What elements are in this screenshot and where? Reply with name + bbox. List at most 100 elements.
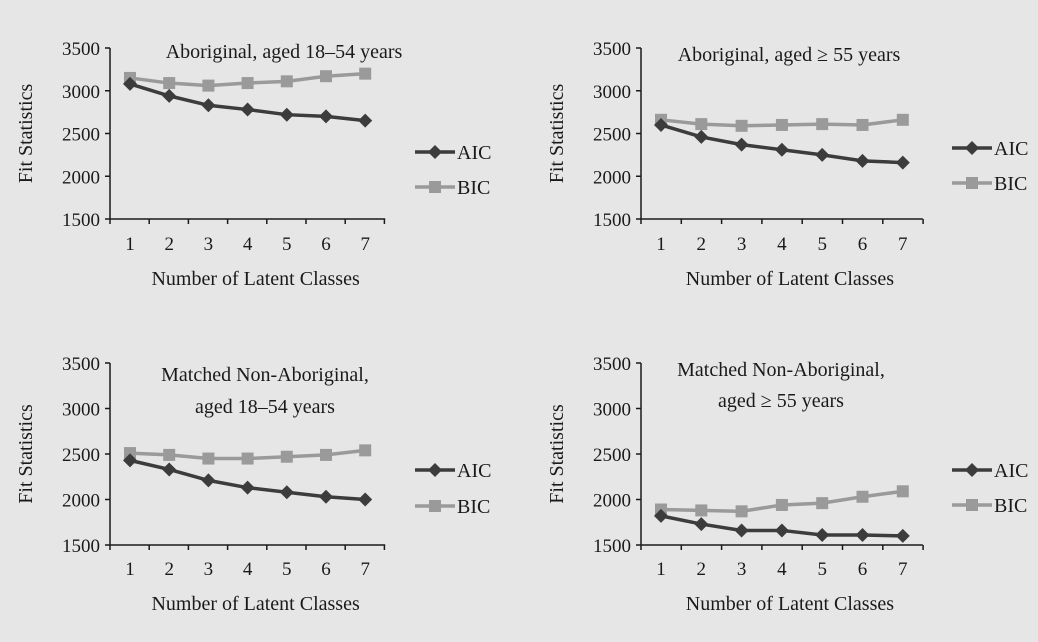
legend-label: AIC — [994, 460, 1028, 482]
data-point-bic — [735, 505, 748, 518]
x-axis-title: Number of Latent Classes — [151, 268, 359, 290]
chart-title-line: aged ≥ 55 years — [718, 390, 844, 412]
data-point-bic — [241, 77, 254, 90]
data-point-bic — [320, 448, 332, 461]
y-tick-label: 1500 — [593, 536, 631, 557]
x-tick-label: 5 — [817, 559, 827, 580]
data-point-bic — [775, 118, 788, 131]
y-tick-label: 2000 — [593, 167, 631, 188]
data-point-aic — [201, 473, 216, 488]
data-point-aic — [162, 88, 177, 103]
series-aic — [654, 508, 910, 543]
data-point-aic — [123, 453, 137, 468]
data-point-bic — [359, 444, 372, 457]
legend: AIC BIC — [415, 460, 491, 518]
data-point-bic — [280, 450, 293, 463]
x-tick-label: 3 — [204, 234, 214, 255]
legend-marker — [429, 181, 441, 193]
data-point-aic — [654, 117, 668, 132]
x-tick-label: 7 — [360, 559, 370, 580]
y-axis-title: Fit Statistics — [546, 404, 568, 504]
data-point-bic — [816, 118, 829, 131]
y-tick-label: 2500 — [593, 125, 631, 146]
legend-item-bic: BIC — [415, 177, 490, 199]
data-point-bic — [856, 490, 869, 503]
x-tick-label: 1 — [125, 234, 135, 255]
x-tick-label: 2 — [164, 559, 174, 580]
data-point-aic — [895, 528, 910, 543]
series-aic — [123, 76, 373, 128]
y-tick-label: 2000 — [593, 491, 631, 512]
x-tick-label: 2 — [697, 234, 707, 255]
x-tick-label: 6 — [321, 234, 331, 255]
legend-label: AIC — [457, 142, 491, 164]
data-point-bic — [695, 118, 708, 131]
y-tick-label: 1500 — [62, 210, 100, 231]
x-tick-label: 7 — [898, 234, 908, 255]
x-tick-label: 5 — [817, 234, 827, 255]
x-tick-label: 1 — [656, 234, 666, 255]
legend-label: AIC — [457, 460, 491, 482]
y-axis-title: Fit Statistics — [15, 404, 37, 504]
y-tick-label: 3000 — [62, 400, 100, 421]
y-tick-label: 3500 — [593, 39, 631, 60]
y-tick-label: 3000 — [593, 400, 631, 421]
x-tick-label: 4 — [777, 234, 787, 255]
data-point-aic — [279, 107, 294, 122]
data-point-bic — [816, 497, 829, 510]
legend-item-aic: AIC — [415, 142, 491, 164]
data-point-aic — [654, 508, 668, 523]
data-point-aic — [774, 523, 789, 538]
x-axis-title: Number of Latent Classes — [151, 593, 359, 615]
y-tick-label: 2500 — [62, 125, 100, 146]
data-point-bic — [163, 77, 176, 90]
data-point-bic — [896, 113, 909, 126]
y-axis-title: Fit Statistics — [15, 84, 37, 184]
x-tick-label: 7 — [898, 559, 908, 580]
x-tick-label: 1 — [656, 559, 666, 580]
series-bic — [124, 67, 372, 92]
data-point-aic — [240, 102, 255, 117]
data-point-bic — [320, 70, 332, 83]
series-bic — [124, 444, 372, 465]
chart-title-line: Aboriginal, aged 18–54 years — [166, 41, 403, 63]
x-tick-label: 7 — [360, 234, 370, 255]
data-point-aic — [358, 492, 373, 507]
y-tick-label: 1500 — [593, 210, 631, 231]
chart-title-line: aged 18–54 years — [195, 396, 335, 418]
y-tick-label: 3500 — [62, 354, 100, 375]
chart-title-line: Matched Non-Aboriginal, — [677, 359, 885, 381]
legend-label: BIC — [457, 177, 490, 199]
x-tick-label: 4 — [243, 559, 253, 580]
data-point-aic — [240, 480, 255, 495]
legend-item-aic: AIC — [952, 138, 1028, 160]
data-point-aic — [694, 129, 709, 144]
data-point-aic — [201, 98, 216, 113]
legend-marker — [965, 463, 979, 477]
data-point-aic — [358, 113, 373, 128]
legend-marker — [429, 500, 441, 512]
data-point-bic — [735, 119, 748, 132]
legend-label: BIC — [994, 495, 1027, 517]
data-point-bic — [359, 67, 372, 80]
data-point-bic — [163, 448, 176, 461]
data-point-bic — [695, 504, 708, 517]
x-tick-label: 6 — [858, 559, 868, 580]
data-point-aic — [279, 485, 294, 500]
data-point-bic — [124, 447, 136, 460]
y-tick-label: 2000 — [62, 491, 100, 512]
data-point-aic — [815, 147, 830, 162]
data-point-bic — [775, 498, 788, 511]
y-tick-label: 3500 — [62, 39, 100, 60]
data-point-aic — [774, 142, 789, 157]
series-bic — [655, 485, 909, 518]
legend-marker — [966, 177, 978, 189]
x-tick-label: 3 — [737, 234, 747, 255]
data-point-aic — [855, 153, 870, 168]
legend-label: BIC — [994, 173, 1027, 195]
y-tick-label: 2000 — [62, 167, 100, 188]
data-point-bic — [202, 79, 215, 92]
data-point-aic — [734, 523, 749, 538]
